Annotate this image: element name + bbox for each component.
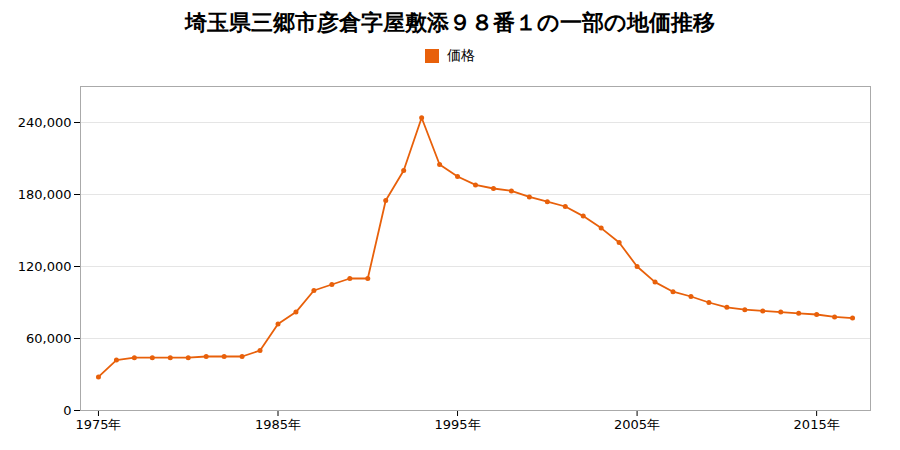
svg-text:1995年: 1995年: [434, 417, 480, 432]
svg-text:60,000: 60,000: [26, 331, 72, 346]
svg-text:180,000: 180,000: [18, 187, 72, 202]
html-text:価格: 価格: [447, 47, 475, 63]
svg-text:1975年: 1975年: [75, 417, 121, 432]
svg-text:1985年: 1985年: [255, 417, 301, 432]
svg-text:120,000: 120,000: [18, 259, 72, 274]
svg-text:2015年: 2015年: [794, 417, 840, 432]
svg-text:240,000: 240,000: [18, 115, 72, 130]
svg-text:2005年: 2005年: [614, 417, 660, 432]
svg-text:0: 0: [63, 403, 71, 418]
html-text:埼玉県三郷市彦倉字屋敷添９８番１の一部の地価推移: 埼玉県三郷市彦倉字屋敷添９８番１の一部の地価推移: [185, 10, 715, 35]
